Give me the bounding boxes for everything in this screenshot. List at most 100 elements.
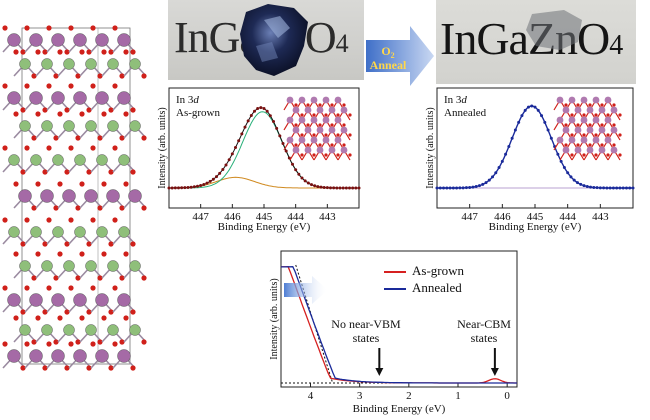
lattice-oxygen (600, 103, 604, 107)
indium-atom (40, 189, 54, 203)
data-point (344, 186, 348, 190)
oxygen-atom (46, 285, 52, 291)
oxygen-atom (75, 135, 81, 141)
lattice-atom (598, 146, 606, 154)
x-tick-label: 444 (559, 211, 576, 223)
data-point (530, 104, 534, 108)
lattice-oxygen (348, 133, 352, 137)
oxygen-atom (119, 275, 125, 281)
oxygen-atom (79, 315, 85, 321)
lattice-atom (292, 106, 300, 114)
oxygen-atom (119, 73, 125, 79)
lattice-atom (286, 136, 294, 144)
lattice-atom (292, 146, 300, 154)
xps-chart-asgrown: 447 446 445 444 443 (167, 87, 361, 223)
oxygen-atom (68, 341, 74, 347)
oxygen-atom (79, 49, 85, 55)
data-point (549, 136, 553, 140)
data-point (572, 178, 576, 182)
oxygen-atom (130, 107, 136, 113)
lattice-oxygen (570, 153, 574, 157)
lattice-atom (334, 116, 342, 124)
indium-atom (51, 349, 65, 363)
data-point (313, 184, 317, 188)
lattice-atom (556, 96, 564, 104)
lattice-oxygen (312, 153, 316, 157)
lattice-oxygen (294, 143, 298, 147)
lattice-atom (286, 116, 294, 124)
lattice-oxygen (594, 113, 598, 117)
oxygen-atom (24, 285, 30, 291)
gallium-atom (19, 260, 31, 272)
oxygen-atom (86, 309, 92, 315)
lattice-oxygen (312, 133, 316, 137)
oxygen-atom (42, 241, 48, 247)
lattice-atom (610, 146, 618, 154)
oxygen-atom (101, 315, 107, 321)
oxygen-atom (53, 205, 59, 211)
data-point (186, 185, 190, 189)
data-point (253, 109, 256, 113)
data-point (243, 125, 247, 129)
x-tick-label: 2 (406, 390, 412, 402)
data-point (316, 185, 320, 189)
anneal-label: Anneal (370, 58, 407, 72)
chart1-xlabel: Binding Energy (eV) (217, 221, 311, 233)
oxygen-atom (141, 73, 147, 79)
lattice-oxygen (342, 103, 346, 107)
oxygen-atom (97, 339, 103, 345)
lattice-atom (316, 126, 324, 134)
data-point (297, 172, 301, 176)
lattice-atom (610, 126, 618, 134)
data-point (562, 166, 566, 170)
lattice-atom (598, 126, 606, 134)
lattice-oxygen (582, 133, 586, 137)
lattice-atom (592, 136, 600, 144)
data-point (306, 181, 310, 185)
shift-arrow (284, 276, 328, 304)
gallium-atom (129, 58, 141, 70)
data-point (540, 114, 544, 118)
gallium-atom (85, 120, 97, 132)
data-point (300, 176, 304, 180)
gallium-atom (118, 154, 130, 166)
oxygen-atom (75, 205, 81, 211)
lattice-oxygen (306, 123, 310, 127)
lattice-atom (298, 136, 306, 144)
indium-atom (51, 33, 65, 47)
data-point (310, 183, 313, 187)
data-point (608, 186, 612, 190)
oxygen-atom (20, 365, 26, 371)
lattice-atom (556, 116, 564, 124)
anneal-arrow: O2 Anneal (366, 26, 434, 86)
indium-atom (51, 91, 65, 105)
indium-atom (95, 349, 109, 363)
lattice-inset-asgrown (283, 96, 352, 161)
data-point (484, 181, 488, 185)
oxygen-atom (42, 309, 48, 315)
x-tick-label: 443 (592, 211, 609, 223)
data-point (237, 139, 241, 143)
data-point (256, 107, 260, 111)
lattice-oxygen (294, 123, 298, 127)
oxygen-atom (13, 111, 19, 117)
data-point (500, 159, 504, 163)
data-point (520, 114, 524, 118)
lattice-atom (604, 116, 612, 124)
lattice-oxygen (342, 143, 346, 147)
indium-atom (29, 91, 43, 105)
data-point (221, 167, 225, 171)
oxygen-atom (141, 205, 147, 211)
lattice-atom (568, 116, 576, 124)
data-point (180, 186, 184, 190)
oxygen-atom (42, 49, 48, 55)
oxygen-atom (20, 309, 26, 315)
lattice-oxygen (618, 113, 622, 117)
indium-atom (117, 33, 131, 47)
oxygen-atom (68, 83, 74, 89)
indium-atom (7, 349, 21, 363)
x-tick-label: 1 (455, 390, 461, 402)
lattice-oxygen (348, 113, 352, 117)
gallium-atom (107, 324, 119, 336)
